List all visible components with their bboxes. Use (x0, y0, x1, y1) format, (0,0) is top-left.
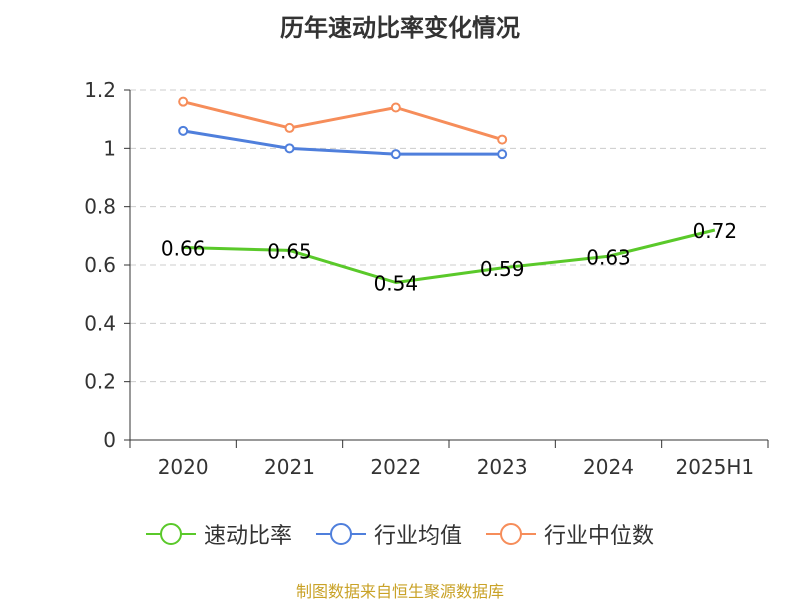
series-line-1 (182, 129, 503, 156)
data-source-note: 制图数据来自恒生聚源数据库 (295, 582, 504, 601)
series-point-2 (178, 96, 189, 107)
data-label: 0.54 (374, 272, 419, 296)
data-label: 0.72 (693, 219, 738, 243)
series-point-1 (178, 125, 189, 136)
legend-label-industry-mean: 行业均值 (373, 524, 462, 549)
series-point-2 (497, 134, 508, 145)
series-point-1 (497, 149, 508, 160)
series-point-1 (390, 149, 401, 160)
legend-item-industry-mean[interactable]: 行业均值 (315, 518, 462, 550)
x-tick-label: 2023 (477, 455, 528, 479)
x-tick-label: 2024 (583, 455, 634, 479)
y-tick-label: 0.6 (84, 253, 116, 277)
legend-label-quick-ratio: 速动比率 (203, 524, 292, 549)
y-tick-label: 1.2 (84, 78, 116, 102)
y-tick-label: 0.4 (84, 311, 116, 335)
series-line-2 (182, 100, 503, 142)
x-tick-label: 2020 (158, 455, 209, 479)
data-label: 0.66 (161, 237, 206, 261)
data-label: 0.59 (480, 257, 525, 281)
series-point-2 (284, 122, 295, 133)
data-label: 0.63 (586, 245, 631, 269)
legend-label-industry-median: 行业中位数 (544, 524, 655, 549)
legend-item-industry-median[interactable]: 行业中位数 (486, 518, 654, 550)
series-point-2 (390, 102, 401, 113)
legend-item-quick-ratio[interactable]: 速动比率 (145, 518, 292, 550)
legend-marker-industry-median-icon (486, 523, 536, 545)
y-tick-label: 0 (103, 428, 116, 452)
x-tick-label: 2025H1 (675, 455, 754, 479)
x-tick-label: 2022 (370, 455, 421, 479)
legend-marker-quick-ratio-icon (145, 523, 196, 545)
chart-title: 历年速动比率变化情况 (280, 14, 520, 42)
data-label: 0.65 (267, 239, 312, 263)
x-tick-label: 2021 (264, 455, 315, 479)
series-line-0 (183, 228, 716, 284)
series-point-1 (284, 143, 295, 154)
y-tick-label: 0.8 (84, 195, 116, 219)
y-tick-label: 1 (103, 136, 116, 160)
legend: 速动比率 行业均值 行业中位数 (0, 518, 800, 550)
legend-marker-industry-mean-icon (315, 523, 366, 545)
y-tick-label: 0.2 (84, 370, 116, 394)
